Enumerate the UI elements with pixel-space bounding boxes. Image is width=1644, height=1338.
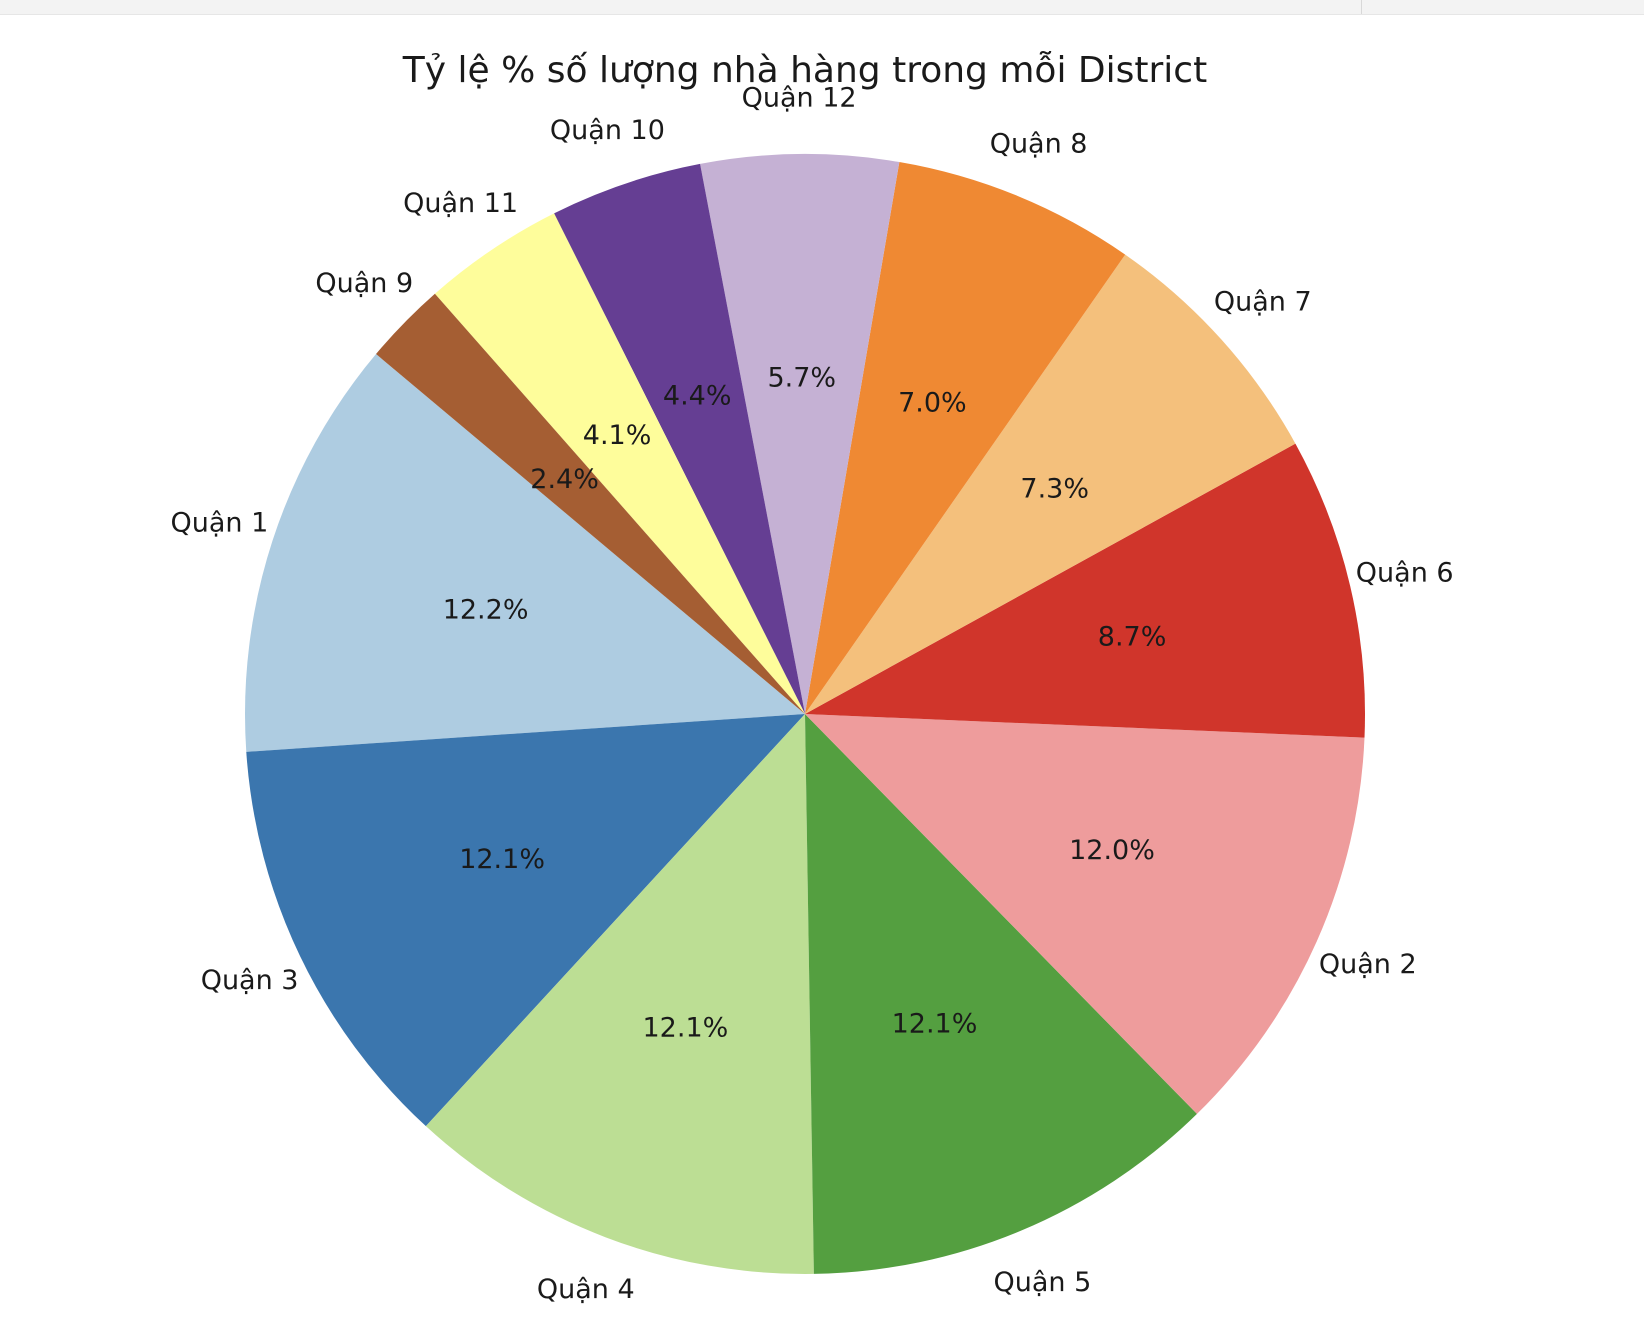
pie-slice	[700, 154, 900, 715]
slice-label: Quận 5	[994, 1267, 1092, 1298]
slice-percent-label: 4.1%	[583, 420, 652, 451]
slice-percent-label: 7.3%	[1020, 474, 1089, 505]
pie-slice	[805, 714, 1365, 1114]
slice-label: Quận 4	[537, 1274, 635, 1305]
pie-slice	[805, 254, 1296, 714]
pie-labels: Quận 1 12.2% Quận 3 12.1% Quận 4 12.1% Quận 5 1…	[171, 83, 1454, 1306]
slice-label: Quận 10	[550, 115, 665, 146]
slice-label: Quận 9	[315, 268, 413, 299]
slice-percent-label: 4.4%	[663, 380, 732, 411]
slice-percent-label: 7.0%	[898, 388, 967, 419]
slice-percent-label: 12.2%	[443, 594, 529, 625]
slice-percent-label: 12.0%	[1069, 835, 1155, 866]
slice-label: Quận 8	[990, 129, 1088, 160]
pie-slice	[805, 443, 1365, 738]
pie-slice	[425, 714, 814, 1275]
slice-percent-label: 8.7%	[1098, 622, 1167, 653]
toolbar-divider	[1361, 0, 1362, 14]
pie-slice	[244, 354, 805, 752]
slice-percent-label: 12.1%	[892, 1009, 978, 1040]
pie-slices	[244, 154, 1365, 1275]
slice-percent-label: 12.1%	[459, 844, 545, 875]
slice-percent-label: 12.1%	[643, 1013, 729, 1044]
slice-label: Quận 12	[742, 83, 857, 114]
slice-percent-label: 5.7%	[767, 363, 836, 394]
slice-label: Quận 11	[403, 188, 518, 219]
slice-label: Quận 3	[201, 965, 299, 996]
pie-slice	[554, 163, 805, 715]
pie-slice	[805, 714, 1197, 1274]
slice-label: Quận 7	[1214, 286, 1312, 317]
chart-title: Tỷ lệ % số lượng nhà hàng trong mỗi Dist…	[402, 50, 1207, 91]
slice-percent-label: 2.4%	[530, 464, 599, 495]
pie-slice	[376, 293, 805, 714]
pie-chart: Tỷ lệ % số lượng nhà hàng trong mỗi Dist…	[171, 50, 1454, 1306]
slice-label: Quận 2	[1319, 949, 1417, 980]
slice-label: Quận 6	[1356, 558, 1454, 589]
slice-label: Quận 1	[171, 508, 269, 539]
pie-slice	[434, 213, 805, 714]
pie-slice	[246, 714, 805, 1127]
toolbar-strip	[0, 0, 1644, 15]
pie-slice	[805, 162, 1126, 714]
